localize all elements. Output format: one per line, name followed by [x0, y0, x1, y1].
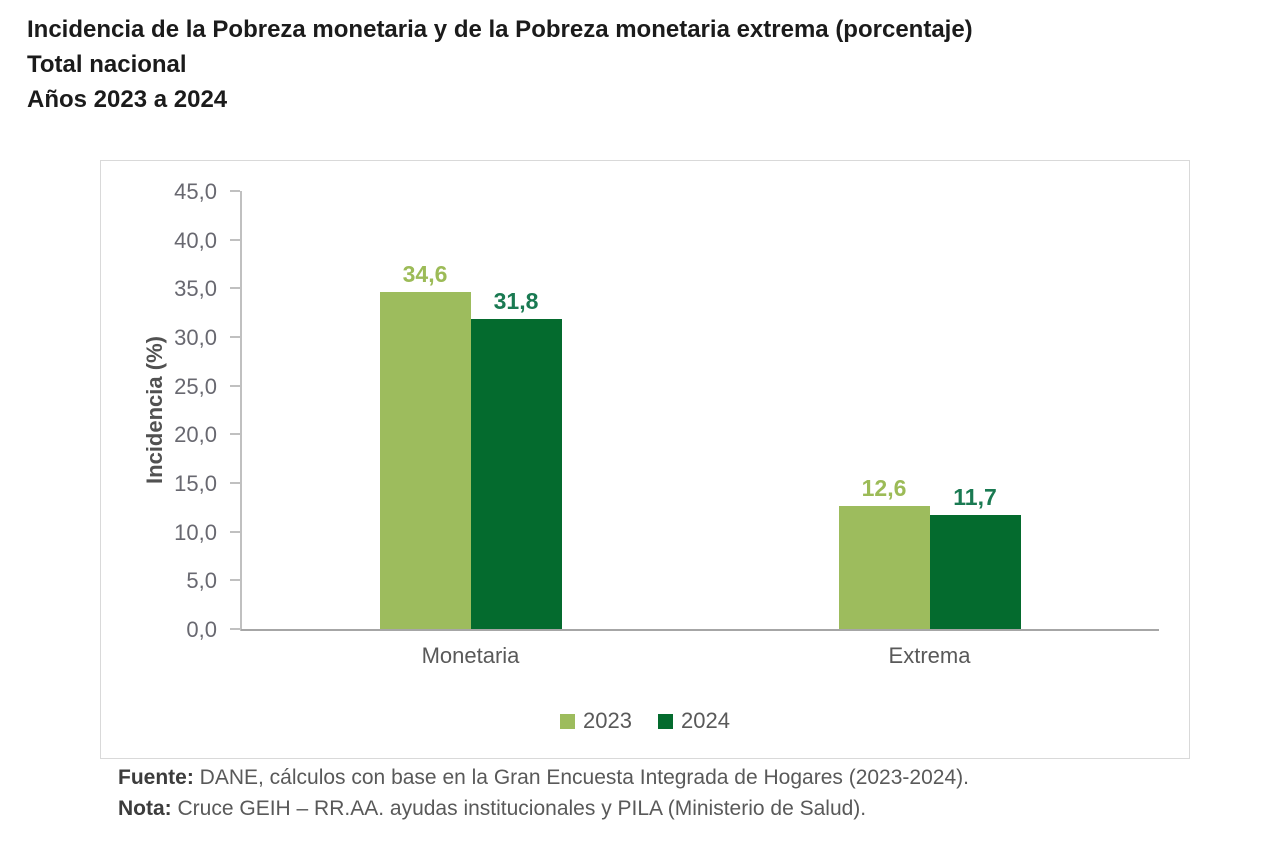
- bar-value-label-2023-extrema: 12,6: [861, 475, 907, 502]
- y-axis-tick-label: 5,0: [186, 568, 217, 594]
- x-axis-line: [241, 629, 1159, 631]
- y-axis-tick-label: 10,0: [174, 519, 217, 545]
- y-axis-tick-label: 35,0: [174, 276, 217, 302]
- chart-title: Incidencia de la Pobreza monetaria y de …: [27, 16, 973, 43]
- y-axis-tick-mark: [230, 628, 240, 630]
- y-axis-tick-mark: [230, 482, 240, 484]
- x-axis-label-extrema: Extrema: [888, 643, 971, 668]
- note-text: Cruce GEIH – RR.AA. ayudas institucional…: [171, 797, 867, 820]
- y-axis-tick-mark: [230, 530, 240, 533]
- legend-label-2023: 2023: [583, 708, 632, 733]
- source-label: Fuente:: [118, 766, 194, 789]
- y-axis-tick-mark: [230, 433, 240, 436]
- y-axis-tick-mark: [230, 336, 240, 338]
- source-text: DANE, cálculos con base en la Gran Encue…: [193, 766, 969, 789]
- source-line: Fuente: DANE, cálculos con base en la Gr…: [118, 762, 1218, 793]
- chart-subtitle-years: Años 2023 a 2024: [27, 86, 228, 113]
- bar-2024-extrema: [929, 515, 1021, 629]
- y-axis-line: [240, 191, 242, 631]
- y-axis-tick-mark: [230, 384, 240, 387]
- y-axis-title: Incidencia (%): [142, 336, 167, 484]
- legend-swatch-2023: [560, 713, 576, 729]
- chart-subtitle-coverage: Total nacional: [27, 51, 187, 78]
- legend-swatch-2024: [658, 713, 673, 729]
- source-note-block: Fuente: DANE, cálculos con base en la Gr…: [118, 762, 1218, 824]
- y-axis-tick-label: 15,0: [174, 471, 217, 496]
- bar-value-label-2023-monetaria: 34,6: [402, 261, 448, 288]
- y-axis-tick-label: 20,0: [174, 422, 217, 448]
- y-axis-tick-label: 40,0: [174, 227, 217, 253]
- y-axis-tick-label: 25,0: [174, 373, 217, 399]
- y-axis-tick-label: 0,0: [186, 617, 217, 642]
- note-line: Nota: Cruce GEIH – RR.AA. ayudas institu…: [118, 793, 1218, 824]
- legend-label-2024: 2024: [681, 708, 730, 733]
- y-axis-tick-mark: [230, 238, 240, 241]
- y-axis-tick-label: 45,0: [174, 179, 217, 204]
- chart-title-block: Incidencia de la Pobreza monetaria y de …: [27, 12, 1227, 117]
- bar-value-label-2024-monetaria: 31,8: [493, 288, 539, 315]
- y-axis-tick-mark: [230, 190, 240, 192]
- bar-2024-monetaria: [470, 319, 562, 629]
- legend: 2023 2024: [101, 708, 1189, 734]
- legend-item-2023: 2023: [560, 708, 632, 734]
- y-axis-tick-mark: [230, 287, 240, 290]
- x-axis-label-monetaria: Monetaria: [421, 643, 520, 668]
- y-axis-tick-label: 30,0: [174, 325, 217, 350]
- bar-2023-monetaria: [379, 292, 471, 629]
- chart-area: Incidencia (%) 45,0 40,0 35,0 30,0 25,0 20,0 1…: [100, 160, 1190, 759]
- y-axis-tick-mark: [230, 579, 240, 582]
- legend-item-2024: 2024: [658, 708, 730, 734]
- note-label: Nota:: [118, 797, 172, 820]
- bar-2023-extrema: [838, 506, 930, 629]
- bar-value-label-2024-extrema: 11,7: [953, 484, 997, 511]
- plot-area: 45,0 40,0 35,0 30,0 25,0 20,0 15,0 10,0 5,0 0,0 34…: [174, 179, 1159, 668]
